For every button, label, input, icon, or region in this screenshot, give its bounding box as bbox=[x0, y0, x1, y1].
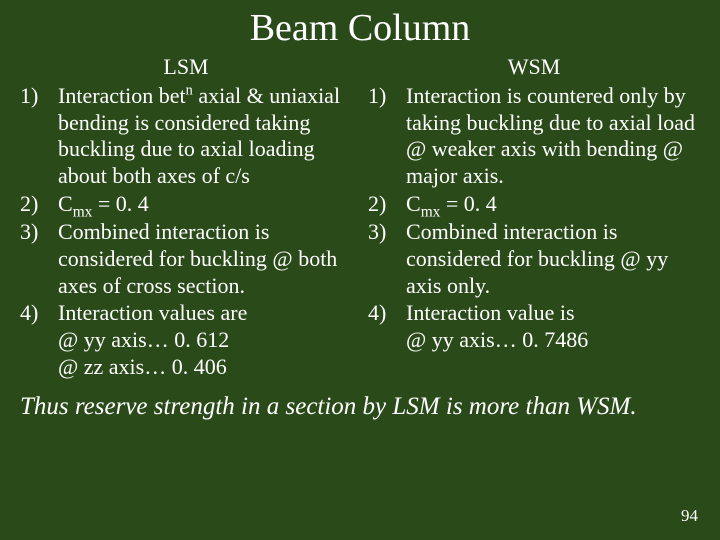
columns-wrap: LSM 1)Interaction betn axial & uniaxial … bbox=[0, 54, 720, 382]
right-list: 1)Interaction is countered only by takin… bbox=[366, 83, 702, 354]
right-item-number: 4) bbox=[366, 300, 406, 354]
right-column: WSM 1)Interaction is countered only by t… bbox=[360, 54, 702, 382]
page-number: 94 bbox=[681, 506, 698, 526]
left-item-text: Combined interaction is considered for b… bbox=[58, 219, 354, 299]
left-header: LSM bbox=[18, 54, 354, 81]
right-item-text: Cmx = 0. 4 bbox=[406, 191, 702, 218]
left-item-number: 3) bbox=[18, 219, 58, 299]
left-item-number: 4) bbox=[18, 300, 58, 380]
conclusion-text: Thus reserve strength in a section by LS… bbox=[0, 382, 720, 422]
left-item-number: 1) bbox=[18, 83, 58, 190]
left-item: 2)Cmx = 0. 4 bbox=[18, 191, 354, 218]
left-item-text: Interaction betn axial & uniaxial bendin… bbox=[58, 83, 354, 190]
right-item-number: 3) bbox=[366, 219, 406, 299]
right-item-number: 2) bbox=[366, 191, 406, 218]
right-item-number: 1) bbox=[366, 83, 406, 190]
left-item-number: 2) bbox=[18, 191, 58, 218]
left-item-text: Interaction values are@ yy axis… 0. 612@… bbox=[58, 300, 354, 380]
right-item: 3)Combined interaction is considered for… bbox=[366, 219, 702, 299]
slide-title: Beam Column bbox=[0, 0, 720, 54]
right-item: 2)Cmx = 0. 4 bbox=[366, 191, 702, 218]
right-item-text: Interaction is countered only by taking … bbox=[406, 83, 702, 190]
left-item-text: Cmx = 0. 4 bbox=[58, 191, 354, 218]
left-item: 3)Combined interaction is considered for… bbox=[18, 219, 354, 299]
right-item: 4)Interaction value is@ yy axis… 0. 7486 bbox=[366, 300, 702, 354]
left-item: 4)Interaction values are@ yy axis… 0. 61… bbox=[18, 300, 354, 380]
right-item-text: Interaction value is@ yy axis… 0. 7486 bbox=[406, 300, 702, 354]
left-item: 1)Interaction betn axial & uniaxial bend… bbox=[18, 83, 354, 190]
right-item-text: Combined interaction is considered for b… bbox=[406, 219, 702, 299]
left-list: 1)Interaction betn axial & uniaxial bend… bbox=[18, 83, 354, 381]
left-column: LSM 1)Interaction betn axial & uniaxial … bbox=[18, 54, 360, 382]
right-item: 1)Interaction is countered only by takin… bbox=[366, 83, 702, 190]
right-header: WSM bbox=[366, 54, 702, 81]
